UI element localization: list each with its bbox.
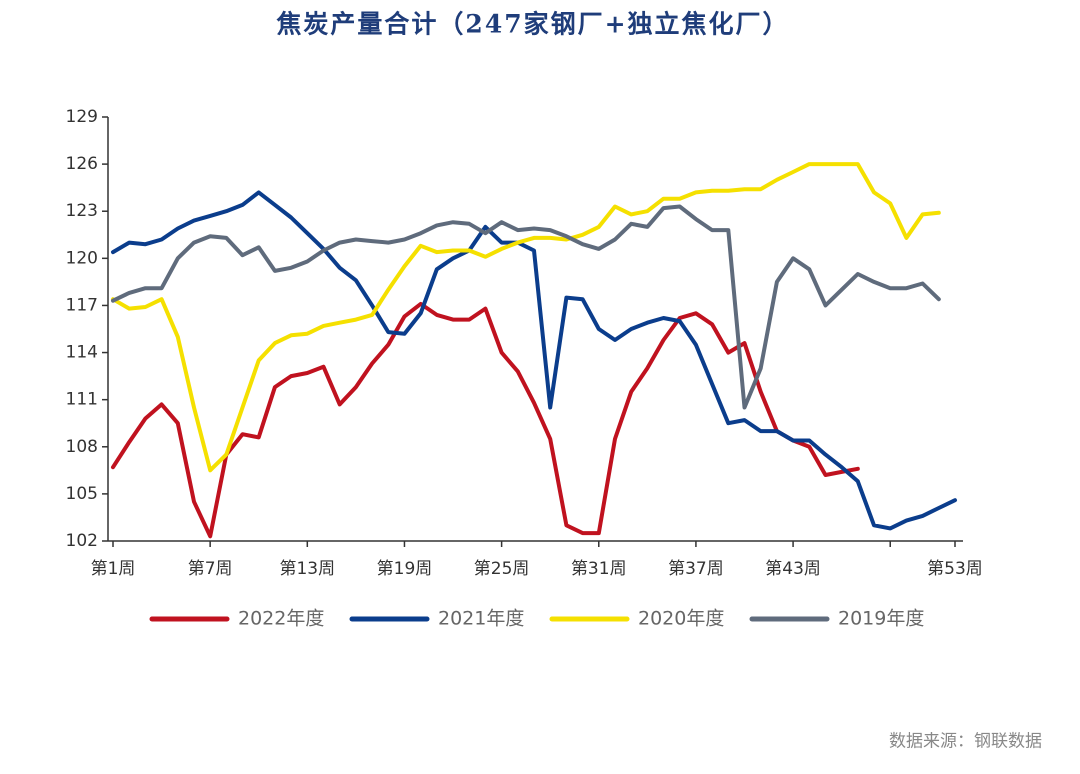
x-tick-label: 第1周	[91, 559, 136, 579]
chart-title: 焦炭产量合计（247家钢厂+独立焦化厂）	[276, 10, 789, 39]
legend-label: 2020年度	[638, 608, 724, 630]
x-tick-label: 第31周	[571, 559, 627, 579]
series-line	[111, 162, 941, 473]
series-line	[111, 301, 860, 539]
legend-label: 2019年度	[838, 608, 924, 630]
y-tick-label: 120	[66, 248, 98, 268]
source-note: 数据来源：钢联数据	[889, 732, 1042, 752]
legend-label: 2022年度	[238, 608, 324, 630]
x-tick-label: 第53周	[927, 559, 983, 579]
y-tick-label: 102	[66, 531, 98, 551]
y-tick-label: 105	[66, 484, 98, 504]
x-tick-label: 第13周	[279, 559, 335, 579]
y-tick-label: 111	[66, 390, 98, 410]
x-tick-label: 第43周	[765, 559, 821, 579]
y-tick-label: 126	[66, 154, 98, 174]
y-tick-label: 108	[66, 437, 98, 457]
y-tick-label: 117	[66, 295, 98, 315]
x-tick-label: 第37周	[668, 559, 724, 579]
series-line	[111, 204, 941, 410]
x-tick-label: 第19周	[377, 559, 433, 579]
x-tick-label: 第7周	[188, 559, 233, 579]
series-line	[111, 190, 957, 531]
y-tick-label: 129	[66, 107, 98, 127]
x-tick-label: 第25周	[474, 559, 530, 579]
y-tick-label: 123	[66, 201, 98, 221]
legend-label: 2021年度	[438, 608, 524, 630]
y-tick-label: 114	[66, 343, 98, 363]
